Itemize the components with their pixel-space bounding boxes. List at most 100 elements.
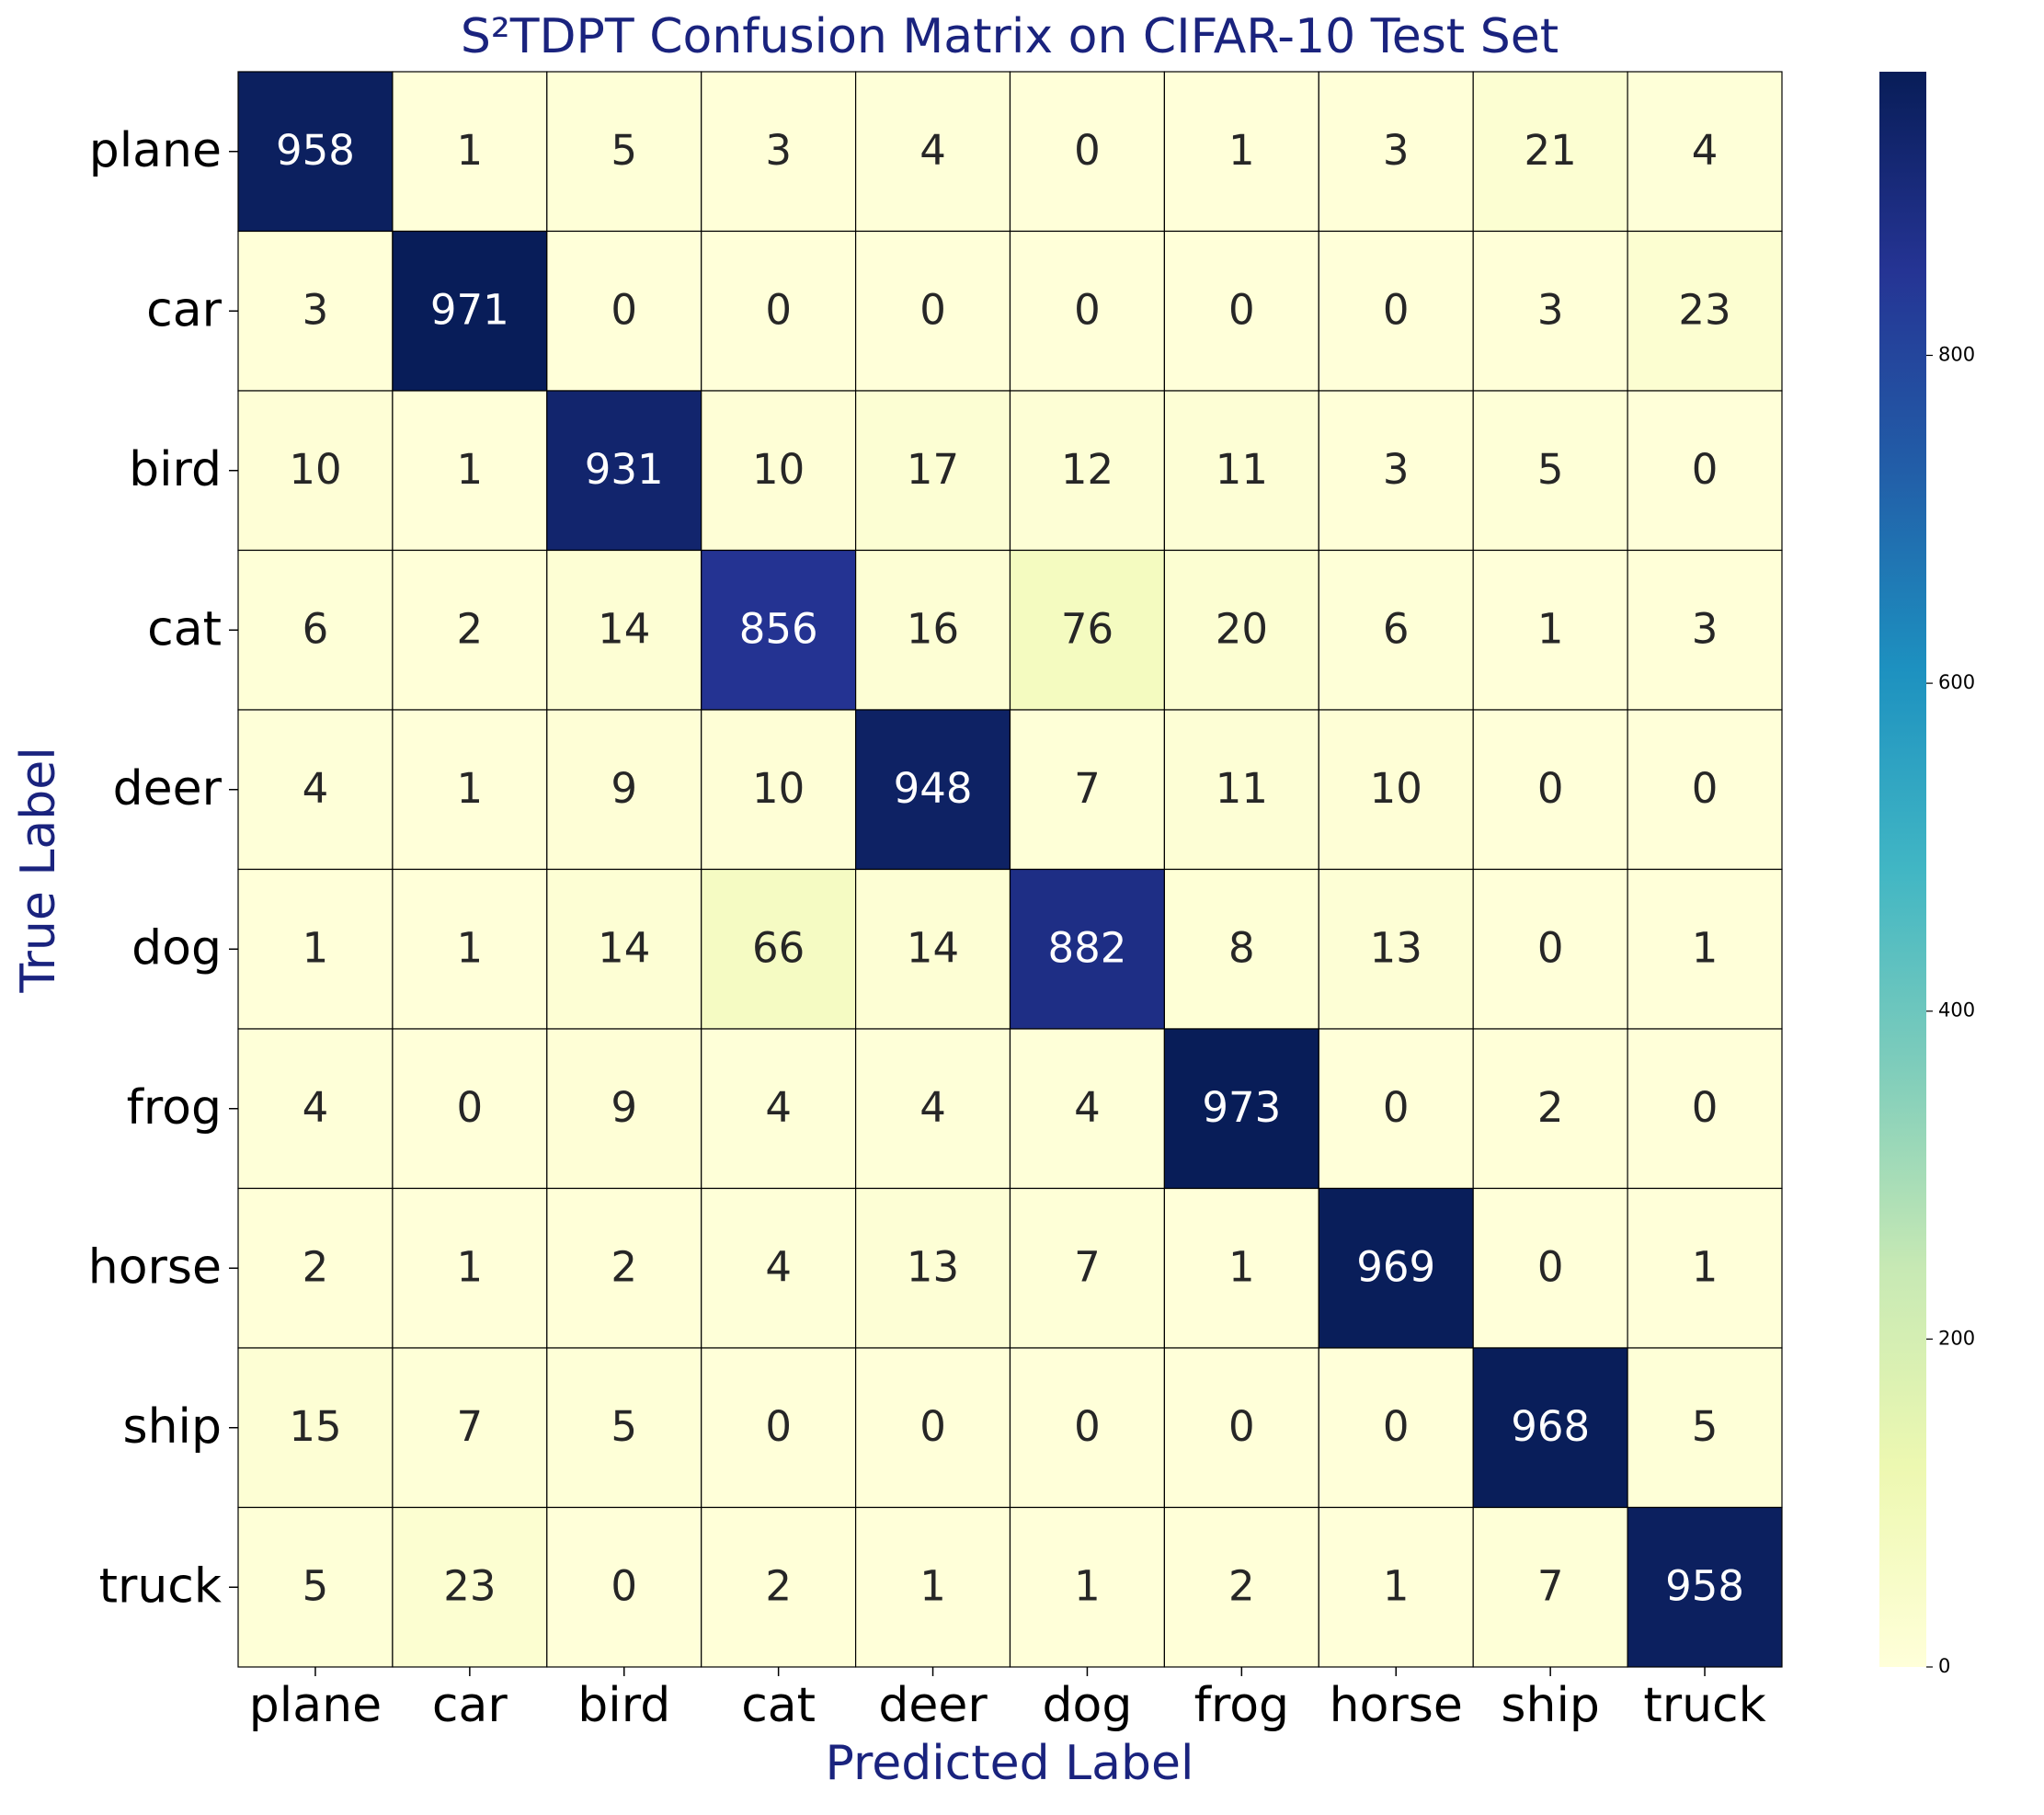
cell-value-label: 1	[303, 923, 329, 972]
cell-value-label: 5	[1692, 1402, 1719, 1451]
heatmap-cell	[1627, 709, 1783, 871]
heatmap-cell	[701, 1506, 857, 1668]
heatmap-cell	[392, 390, 548, 552]
cell-value-label: 14	[907, 923, 959, 972]
cell-value-label: 5	[611, 126, 637, 175]
heatmap-cell	[1472, 549, 1628, 711]
heatmap-cell	[1318, 549, 1474, 711]
heatmap-cell	[1318, 71, 1474, 233]
cell-value-label: 0	[1074, 285, 1101, 334]
heatmap-cell	[392, 1187, 548, 1349]
heatmap-cell	[854, 1187, 1011, 1349]
heatmap-cell	[392, 1347, 548, 1509]
cell-value-label: 3	[765, 126, 792, 175]
colorbar-tick-label: 800	[1938, 343, 1975, 365]
heatmap-cell	[1009, 1347, 1165, 1509]
cell-value-label: 6	[303, 604, 329, 653]
cell-value-label: 10	[1370, 764, 1422, 813]
cell-value-label: 2	[303, 1242, 329, 1291]
heatmap-cell	[1472, 868, 1628, 1030]
cell-value-label: 0	[457, 1083, 484, 1132]
heatmap-cell	[1318, 1187, 1474, 1349]
x-tick-label: horse	[1330, 1678, 1463, 1733]
heatmap-cell	[546, 71, 702, 233]
heatmap-cell	[701, 1187, 857, 1349]
heatmap-cell	[1009, 709, 1165, 871]
cell-value-label: 20	[1216, 604, 1268, 653]
heatmap-cell	[546, 1187, 702, 1349]
heatmap-cell	[701, 230, 857, 392]
colorbar-tick-label: 200	[1938, 1327, 1975, 1349]
cell-value-label: 11	[1216, 445, 1268, 494]
cell-value-label: 7	[1074, 764, 1101, 813]
cell-value-label: 0	[1074, 126, 1101, 175]
heatmap-cell	[546, 390, 702, 552]
cell-value-label: 1	[1074, 1561, 1101, 1610]
cell-value-label: 3	[1537, 285, 1564, 334]
cell-value-label: 948	[894, 764, 973, 813]
cell-value-label: 4	[765, 1242, 792, 1291]
heatmap-cell	[546, 868, 702, 1030]
x-tick-label: dog	[1043, 1678, 1133, 1733]
heatmap-cell	[1163, 1347, 1319, 1509]
heatmap-cell	[854, 1506, 1011, 1668]
x-tick-label: ship	[1501, 1678, 1600, 1733]
colorbar-tick-label: 400	[1938, 999, 1975, 1022]
colorbar-tick-label: 0	[1938, 1655, 1950, 1677]
cell-value-label: 1	[457, 1242, 484, 1291]
cell-value-label: 0	[919, 1402, 946, 1451]
cell-value-label: 0	[1074, 1402, 1101, 1451]
cell-value-label: 11	[1216, 764, 1268, 813]
cell-value-label: 2	[611, 1242, 637, 1291]
heatmap-cell	[1009, 1028, 1165, 1190]
cell-value-label: 4	[919, 1083, 946, 1132]
heatmap-cell	[1009, 1187, 1165, 1349]
cell-value-label: 958	[276, 126, 355, 175]
cell-value-label: 16	[907, 604, 959, 653]
heatmap-cell	[1472, 390, 1628, 552]
cell-value-label: 4	[1074, 1083, 1101, 1132]
heatmap-cell	[392, 1506, 548, 1668]
cell-value-label: 0	[1228, 1402, 1255, 1451]
heatmap-cell	[237, 1506, 394, 1668]
colorbar	[1879, 72, 1926, 1667]
heatmap-cell	[1163, 709, 1319, 871]
cell-value-label: 856	[739, 604, 818, 653]
cell-value-label: 10	[752, 445, 805, 494]
cell-value-label: 9	[611, 1083, 637, 1132]
cell-value-label: 2	[457, 604, 484, 653]
cell-value-label: 2	[1228, 1561, 1255, 1610]
heatmap-cell	[854, 709, 1011, 871]
cell-value-label: 4	[303, 764, 329, 813]
cell-value-label: 0	[1383, 1083, 1410, 1132]
heatmap-cell	[1318, 390, 1474, 552]
heatmap-cell	[854, 1347, 1011, 1509]
heatmap-cell	[854, 71, 1011, 233]
y-axis-label: True Label	[11, 747, 66, 993]
x-tick-label: car	[432, 1678, 508, 1733]
x-tick-label: frog	[1194, 1678, 1289, 1733]
x-tick-label: cat	[741, 1678, 816, 1733]
heatmap-cell	[1627, 1187, 1783, 1349]
cell-value-label: 971	[430, 285, 509, 334]
y-tick-label: frog	[127, 1080, 222, 1136]
heatmap-cell	[1318, 1028, 1474, 1190]
heatmap-cell	[237, 1028, 394, 1190]
heatmap-cell	[1472, 1347, 1628, 1509]
heatmap-cell	[1009, 230, 1165, 392]
y-tick-label: bird	[129, 442, 222, 497]
cell-value-label: 5	[611, 1402, 637, 1451]
y-tick-label: car	[146, 282, 222, 337]
cell-value-label: 882	[1047, 923, 1126, 972]
cell-value-label: 21	[1524, 126, 1577, 175]
heatmap-cell	[237, 71, 394, 233]
cell-value-label: 1	[1537, 604, 1564, 653]
heatmap-cell	[854, 230, 1011, 392]
cell-value-label: 973	[1202, 1083, 1281, 1132]
cell-value-label: 1	[457, 126, 484, 175]
heatmap-cell	[392, 709, 548, 871]
cell-value-label: 0	[1383, 1402, 1410, 1451]
heatmap-cell	[1318, 230, 1474, 392]
heatmap-cell	[1472, 1187, 1628, 1349]
